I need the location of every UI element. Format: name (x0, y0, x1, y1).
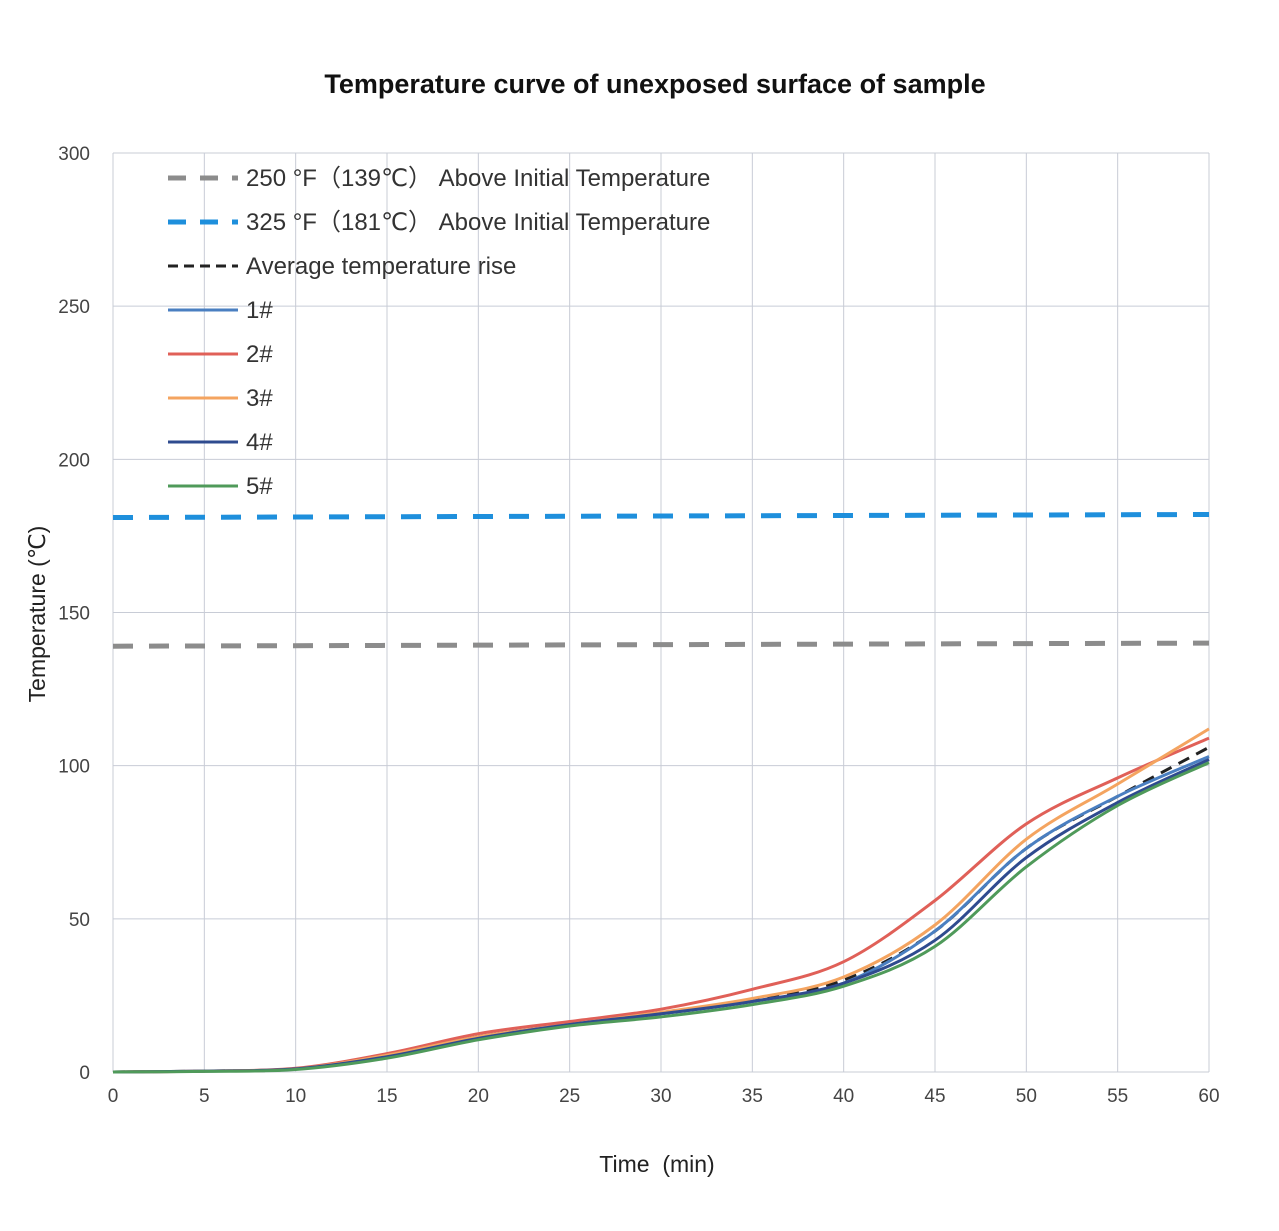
x-tick-label: 0 (108, 1086, 119, 1107)
y-tick-label: 250 (58, 297, 90, 318)
y-tick-label: 0 (79, 1063, 90, 1084)
x-tick-label: 35 (742, 1086, 763, 1107)
legend-label: 5# (246, 473, 273, 500)
legend: 250 °F（139℃） Above Initial Temperature 32… (168, 165, 710, 500)
legend-label: 2# (246, 341, 273, 368)
x-axis-label: Time (min) (599, 1151, 714, 1177)
x-tick-label: 40 (833, 1086, 854, 1107)
legend-label: 250 °F（139℃） Above Initial Temperature (246, 165, 710, 192)
x-tick-label: 10 (285, 1086, 306, 1107)
legend-label: Average temperature rise (246, 253, 516, 280)
y-tick-label: 300 (58, 144, 90, 165)
y-axis-label: Temperature (℃) (24, 526, 50, 703)
x-tick-label: 30 (650, 1086, 671, 1107)
legend-label: 3# (246, 385, 273, 412)
x-tick-label: 25 (559, 1086, 580, 1107)
x-tick-label: 50 (1016, 1086, 1037, 1107)
chart-title: Temperature curve of unexposed surface o… (324, 69, 985, 99)
series-line-8 (112, 761, 1210, 1074)
x-tick-label: 15 (376, 1086, 397, 1107)
y-tick-labels: 0 50 100 150 200 250 300 (58, 144, 90, 1084)
x-tick-label: 5 (199, 1086, 210, 1107)
grid (112, 152, 1210, 1073)
legend-label: 4# (246, 429, 273, 456)
x-tick-labels: 0 5 10 15 20 25 30 35 40 45 50 55 60 (108, 1086, 1220, 1107)
y-tick-label: 150 (58, 604, 90, 625)
series-lines (112, 512, 1210, 1074)
x-tick-label: 20 (468, 1086, 489, 1107)
y-tick-label: 50 (69, 910, 90, 931)
y-tick-label: 200 (58, 450, 90, 471)
series-line-2 (112, 512, 1210, 520)
x-tick-label: 60 (1198, 1086, 1219, 1107)
y-tick-label: 100 (58, 757, 90, 778)
x-tick-label: 45 (924, 1086, 945, 1107)
legend-label: 1# (246, 297, 273, 324)
x-tick-label: 55 (1107, 1086, 1128, 1107)
series-line-1 (112, 640, 1210, 649)
legend-label: 325 °F（181℃） Above Initial Temperature (246, 209, 710, 236)
